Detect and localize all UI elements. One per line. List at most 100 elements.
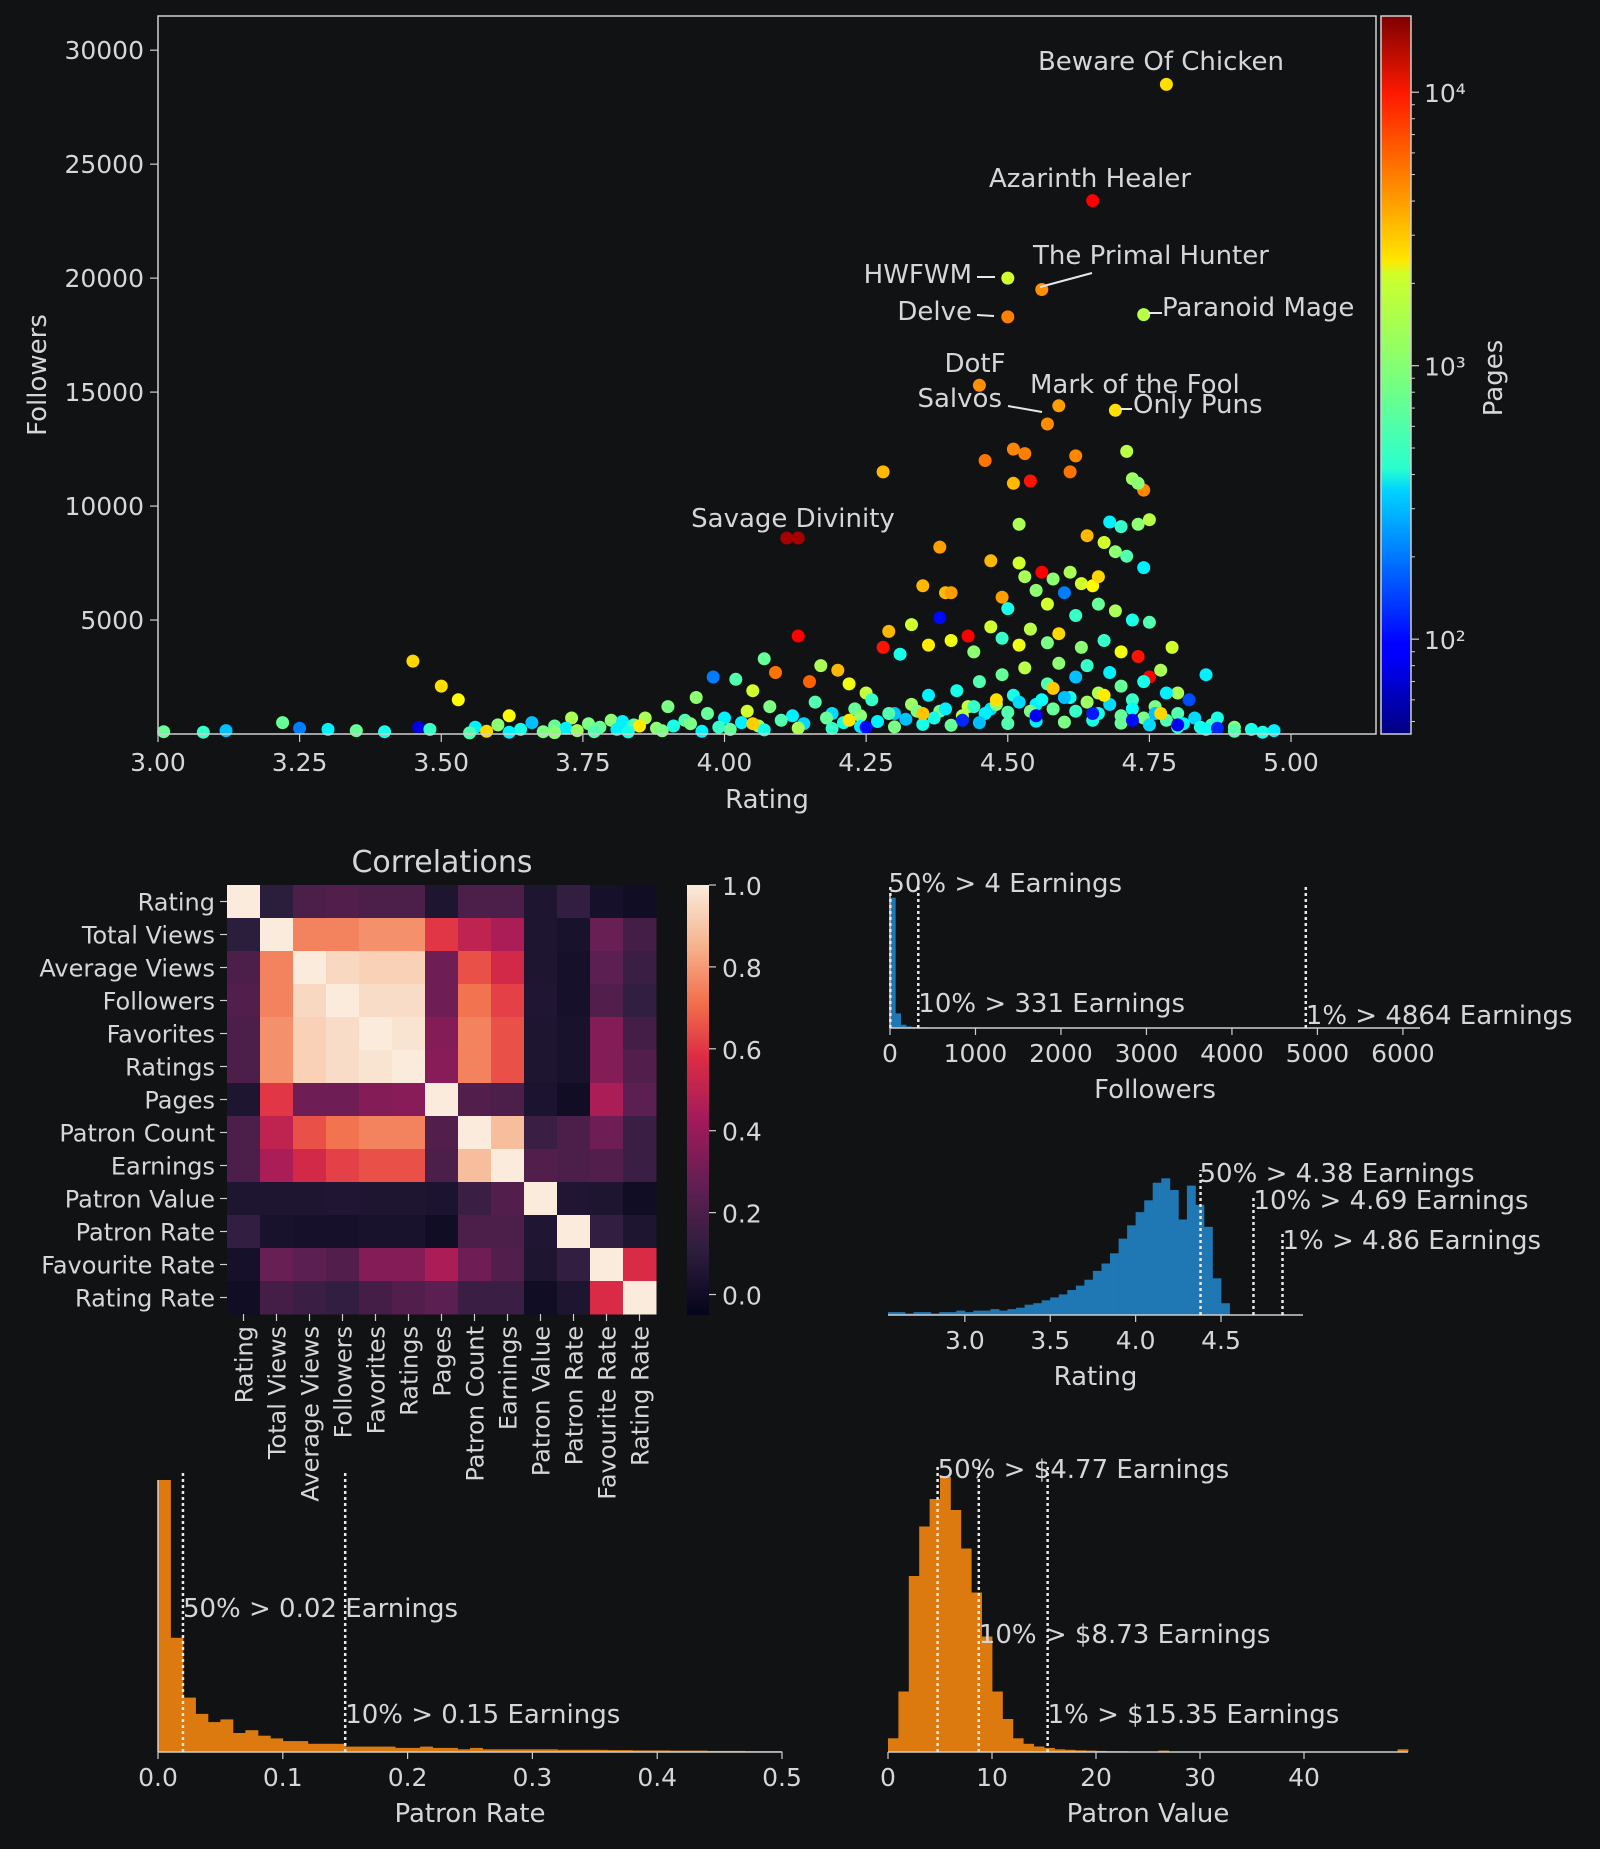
scatter-point: [1160, 687, 1173, 700]
scatter-point: [701, 707, 714, 720]
y-tick-label: 15000: [64, 378, 144, 407]
y-tick-label: 20000: [64, 264, 144, 293]
heatmap-cell: [326, 1281, 360, 1315]
heatmap-cell: [425, 1050, 459, 1084]
heatmap-cell: [293, 984, 327, 1018]
heatmap-column-label: Patron Value: [528, 1326, 556, 1476]
heatmap-cell: [260, 1215, 294, 1249]
heatmap-cell: [590, 951, 624, 985]
heatmap-cell: [524, 1248, 558, 1282]
heatmap-column-label: Pages: [429, 1326, 457, 1397]
scatter-point: [1126, 702, 1139, 715]
heatmap-cell: [392, 918, 426, 952]
scatter-point: [1052, 627, 1065, 640]
scatter-point: [435, 680, 448, 693]
heatmap-column-label: Rating Rate: [627, 1326, 655, 1466]
scatter-point: [882, 625, 895, 638]
histogram-bar: [1144, 1200, 1153, 1315]
scatter-point: [990, 693, 1003, 706]
scatter-point: [1098, 634, 1111, 647]
heatmap-row-label: Pages: [144, 1087, 215, 1115]
histogram-bar: [171, 1638, 184, 1752]
heatmap-cell: [491, 984, 525, 1018]
heatmap-cell: [260, 885, 294, 919]
scatter-point: [695, 725, 708, 738]
histogram-bar: [1023, 1744, 1034, 1752]
heatmap-cell: [227, 885, 261, 919]
heatmap-row-label: Rating: [138, 889, 215, 917]
scatter-point: [197, 726, 210, 739]
scatter-point: [1143, 616, 1156, 629]
histogram-x-tick-label: 4000: [1200, 1039, 1264, 1068]
histogram-x-axis-label: Followers: [1094, 1075, 1216, 1105]
heatmap-cell: [425, 1083, 459, 1117]
annotation-leader-line: [977, 315, 994, 316]
scatter-point: [1126, 614, 1139, 627]
heatmap-cell: [392, 984, 426, 1018]
histogram-bar: [1187, 1186, 1196, 1315]
histogram-bar: [1221, 1303, 1230, 1315]
scatter-point: [1211, 722, 1224, 735]
scatter-point: [1098, 536, 1111, 549]
heatmap-cell: [326, 1050, 360, 1084]
histogram-bar: [1170, 1190, 1179, 1315]
histogram-x-tick-label: 0.5: [762, 1763, 802, 1792]
percentile-label: 50% > $4.77 Earnings: [938, 1455, 1230, 1485]
histogram-bar: [345, 1747, 358, 1752]
heatmap-cell: [227, 984, 261, 1018]
scatter-point: [984, 620, 997, 633]
histogram-bar: [295, 1741, 308, 1752]
scatter-point: [1041, 598, 1054, 611]
histogram-x-axis-label: Patron Value: [1067, 1799, 1230, 1829]
scatter-point: [758, 652, 771, 665]
heatmap-column-label: Earnings: [495, 1326, 523, 1430]
scatter-point: [1058, 586, 1071, 599]
histogram-bar: [1008, 1309, 1017, 1315]
heatmap-cell: [293, 1017, 327, 1051]
heatmap-cells: [227, 885, 657, 1315]
scatter-point: [1035, 566, 1048, 579]
scatter-point: [922, 639, 935, 652]
heatmap-cell: [623, 918, 657, 952]
scatter-point: [537, 725, 550, 738]
scatter-point: [831, 664, 844, 677]
heatmap-cell: [458, 1050, 492, 1084]
heatmap-column-label: Followers: [330, 1326, 358, 1438]
histogram-bar: [270, 1738, 283, 1752]
scatter-point: [1103, 516, 1116, 529]
scatter-point: [1024, 475, 1037, 488]
heatmap-cell: [623, 1050, 657, 1084]
scatter-point: [1132, 650, 1145, 663]
heatmap-column-label: Average Views: [297, 1326, 325, 1502]
heatmap-cell: [359, 1182, 393, 1216]
heatmap-cell: [392, 1050, 426, 1084]
histogram-bar: [1204, 1227, 1213, 1315]
colorbar-tick-label: 10²: [1424, 626, 1466, 655]
scatter-point: [826, 722, 839, 735]
scatter-point: [1001, 717, 1014, 730]
scatter-point: [1030, 709, 1043, 722]
heatmap-cell: [260, 1149, 294, 1183]
scatter-point: [877, 465, 890, 478]
scatter-point: [1081, 696, 1094, 709]
scatter-point: [690, 691, 703, 704]
heatmap-cell: [590, 1116, 624, 1150]
scatter-point: [1013, 696, 1026, 709]
histogram-x-tick-label: 6000: [1371, 1039, 1435, 1068]
scatter-point: [293, 722, 306, 735]
heatmap-row-label: Ratings: [125, 1054, 215, 1082]
heatmap-cell: [623, 1116, 657, 1150]
scatter-point: [922, 689, 935, 702]
heatmap-cell: [359, 984, 393, 1018]
percentile-label: 10% > 331 Earnings: [918, 989, 1185, 1019]
heatmap-cell: [524, 1017, 558, 1051]
heatmap-cell: [392, 885, 426, 919]
heatmap-cell: [557, 1116, 591, 1150]
heatmap-cell: [293, 1149, 327, 1183]
histogram-x-tick-label: 40: [1288, 1763, 1320, 1792]
heatmap-column-label: Ratings: [396, 1326, 424, 1416]
